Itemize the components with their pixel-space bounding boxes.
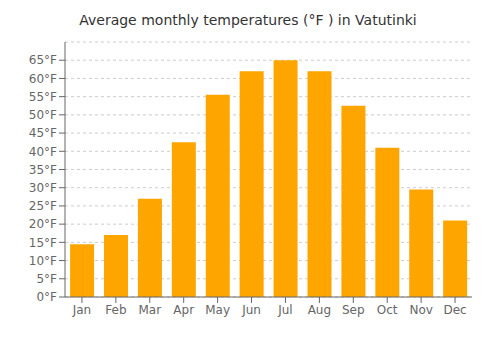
svg-text:Jun: Jun — [241, 303, 261, 317]
svg-text:60°F: 60°F — [29, 72, 57, 86]
svg-text:5°F: 5°F — [36, 272, 57, 286]
svg-text:40°F: 40°F — [29, 145, 57, 159]
svg-text:50°F: 50°F — [29, 108, 57, 122]
svg-text:Jul: Jul — [277, 303, 292, 317]
svg-text:0°F: 0°F — [36, 290, 57, 304]
svg-text:55°F: 55°F — [29, 90, 57, 104]
svg-text:15°F: 15°F — [29, 236, 57, 250]
svg-text:25°F: 25°F — [29, 199, 57, 213]
svg-text:20°F: 20°F — [29, 217, 57, 231]
svg-text:Aug: Aug — [308, 303, 331, 317]
svg-text:Jan: Jan — [72, 303, 92, 317]
svg-text:65°F: 65°F — [29, 53, 57, 67]
svg-text:May: May — [205, 303, 230, 317]
svg-text:Dec: Dec — [443, 303, 466, 317]
svg-text:Apr: Apr — [173, 303, 194, 317]
svg-text:Sep: Sep — [342, 303, 365, 317]
svg-text:45°F: 45°F — [29, 126, 57, 140]
svg-text:30°F: 30°F — [29, 181, 57, 195]
html-text:Average monthly temperatures (: Average monthly temperatures (°F ) in Va… — [79, 12, 417, 28]
svg-text:35°F: 35°F — [29, 163, 57, 177]
svg-text:Nov: Nov — [409, 303, 432, 317]
svg-text:Oct: Oct — [377, 303, 398, 317]
svg-text:10°F: 10°F — [29, 254, 57, 268]
svg-text:Mar: Mar — [138, 303, 161, 317]
svg-text:Feb: Feb — [105, 303, 126, 317]
